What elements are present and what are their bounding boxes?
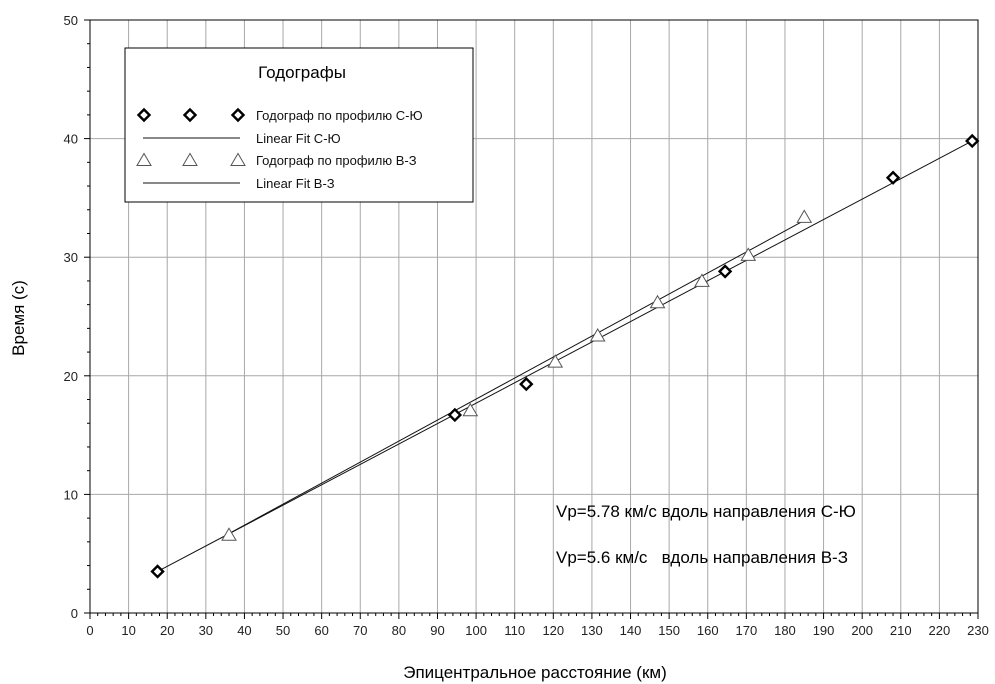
x-tick-label: 110 xyxy=(504,623,525,638)
y-tick-label: 40 xyxy=(64,132,78,147)
data-point-diamond xyxy=(885,170,901,185)
x-tick-label: 210 xyxy=(890,623,912,638)
x-tick-label: 140 xyxy=(620,623,642,638)
y-tick-label: 50 xyxy=(64,13,78,28)
x-tick-label: 120 xyxy=(542,623,564,638)
data-point-triangle xyxy=(589,327,606,342)
fit-line xyxy=(228,219,805,534)
x-tick-label: 170 xyxy=(735,623,757,638)
x-tick-label: 100 xyxy=(465,623,487,638)
data-point-triangle xyxy=(462,402,479,417)
legend-entry-label: Годограф по профилю С-Ю xyxy=(256,108,423,123)
data-point-triangle xyxy=(649,294,666,309)
annotation-velocity-north-south: Vp=5.78 км/с вдоль направления С-Ю xyxy=(556,502,856,521)
x-tick-label: 60 xyxy=(314,623,328,638)
legend-triangle-swatch xyxy=(182,152,198,166)
legend-diamond-swatch xyxy=(182,107,198,123)
data-point-diamond xyxy=(519,376,534,392)
legend-title: Годографы xyxy=(258,63,346,82)
x-tick-label: 190 xyxy=(813,623,835,638)
data-point-triangle xyxy=(796,209,813,223)
x-tick-label: 150 xyxy=(658,623,680,638)
fit-line xyxy=(157,140,973,572)
x-tick-label: 70 xyxy=(353,623,367,638)
data-point-diamond xyxy=(717,264,733,279)
x-tick-label: 0 xyxy=(86,623,93,638)
data-point-triangle xyxy=(694,273,710,287)
data-point-triangle xyxy=(221,527,237,541)
data-points xyxy=(150,133,980,579)
y-tick-label: 10 xyxy=(64,487,78,502)
x-tick-label: 30 xyxy=(199,623,213,638)
legend-triangle-swatch xyxy=(230,152,246,166)
data-point-diamond xyxy=(447,407,463,423)
legend-entry-label: Linear Fit В-З xyxy=(256,176,335,191)
x-tick-label: 80 xyxy=(392,623,406,638)
data-point-diamond xyxy=(965,133,980,149)
plot-frame xyxy=(89,19,979,614)
x-tick-label: 230 xyxy=(967,623,989,638)
legend-entry-label: Годограф по профилю В-З xyxy=(256,153,417,168)
data-point-diamond xyxy=(150,564,165,579)
y-axis-ticks: 0 10 20 30 40 50 xyxy=(64,13,90,621)
y-tick-label: 20 xyxy=(64,369,78,384)
x-tick-label: 200 xyxy=(851,623,873,638)
annotation-velocity-east-west: Vp=5.6 км/с вдоль направления В-З xyxy=(556,548,848,567)
x-tick-label: 50 xyxy=(276,623,290,638)
y-axis-title: Время (с) xyxy=(9,280,28,356)
x-tick-label: 220 xyxy=(929,623,951,638)
x-tick-label: 20 xyxy=(160,623,174,638)
y-tick-label: 0 xyxy=(71,606,78,621)
legend-diamond-swatch xyxy=(230,107,246,123)
x-tick-label: 160 xyxy=(697,623,719,638)
x-tick-label: 180 xyxy=(774,623,796,638)
legend-entry-label: Linear Fit С-Ю xyxy=(256,131,341,146)
legend-triangle-swatch xyxy=(136,152,152,166)
x-tick-label: 90 xyxy=(430,623,444,638)
y-tick-label: 30 xyxy=(64,250,78,265)
legend-entries: Годограф по профилю С-Ю Linear Fit С-Ю Год… xyxy=(136,107,423,191)
data-point-triangle xyxy=(740,247,757,261)
legend-diamond-swatch xyxy=(136,107,152,123)
x-tick-label: 130 xyxy=(581,623,603,638)
x-axis-title: Эпицентральное расстояние (км) xyxy=(403,663,666,682)
x-tick-label: 40 xyxy=(237,623,251,638)
legend: Годографы Годограф по профилю С-Ю Linear … xyxy=(124,47,474,203)
x-tick-label: 10 xyxy=(121,623,135,638)
legend-box xyxy=(124,47,474,203)
data-point-triangle xyxy=(547,354,564,368)
fit-lines xyxy=(157,140,973,572)
x-axis-ticks: 0 10 20 30 40 50 60 70 80 90 100 110 120 130 140 150 160… xyxy=(86,613,989,638)
